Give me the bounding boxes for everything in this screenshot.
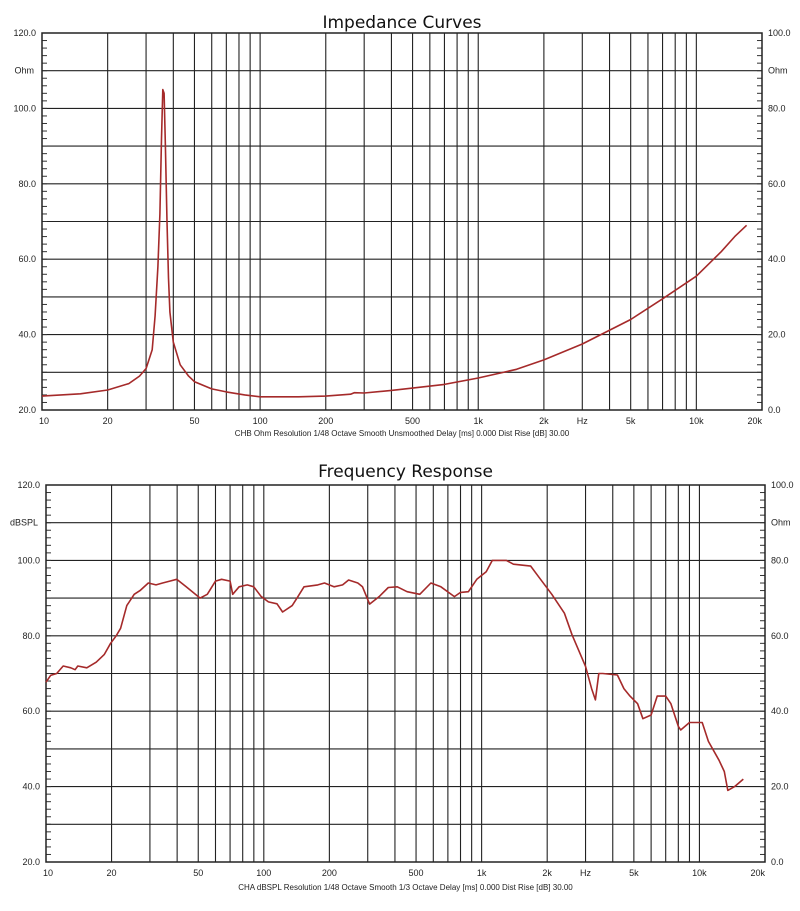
x-tick-label: 200	[322, 868, 337, 878]
chart-footer: CHB Ohm Resolution 1/48 Octave Smooth Un…	[235, 429, 570, 438]
y-tick-label-right: 0.0	[771, 857, 784, 867]
plot-frame	[45, 484, 766, 863]
y-tick-label-right: 80.0	[771, 555, 789, 565]
y-tick-label-left: 100.0	[13, 103, 36, 113]
x-tick-label: 2k	[542, 868, 552, 878]
x-tick-label: 20	[107, 868, 117, 878]
y-tick-label-left: 40.0	[22, 782, 40, 792]
x-tick-label: 20k	[750, 868, 765, 878]
x-tick-label: 100	[256, 868, 271, 878]
chart-0: Impedance Curves120.0100.080.060.040.020…	[13, 13, 790, 438]
y-tick-label-left: 40.0	[18, 330, 36, 340]
x-tick-label: 50	[193, 868, 203, 878]
y-tick-label-right: 20.0	[771, 782, 789, 792]
y-tick-label-left: 60.0	[22, 706, 40, 716]
x-tick-label: 10k	[689, 416, 704, 426]
x-tick-label: 100	[253, 416, 268, 426]
x-tick-label: 500	[409, 868, 424, 878]
x-tick-label: 10	[43, 868, 53, 878]
y-tick-label-left: 120.0	[17, 480, 40, 490]
y-tick-label-right: 40.0	[771, 706, 789, 716]
x-tick-label: 5k	[626, 416, 636, 426]
x-tick-label: 5k	[629, 868, 639, 878]
y-axis-unit-left: dBSPL	[10, 518, 38, 528]
x-tick-label: 20	[103, 416, 113, 426]
y-tick-label-left: 80.0	[22, 631, 40, 641]
y-tick-label-right: 20.0	[768, 330, 786, 340]
x-tick-label: 1k	[477, 868, 487, 878]
y-tick-label-right: 0.0	[768, 405, 781, 415]
chart-footer: CHA dBSPL Resolution 1/48 Octave Smooth …	[238, 883, 573, 892]
x-axis-unit: Hz	[580, 868, 591, 878]
y-axis-unit-right: Ohm	[771, 518, 791, 528]
y-tick-label-left: 100.0	[17, 555, 40, 565]
chart-1: Frequency Response120.0100.080.060.040.0…	[10, 462, 794, 892]
y-tick-label-right: 100.0	[768, 28, 791, 38]
x-tick-label: 200	[318, 416, 333, 426]
x-tick-label: 2k	[539, 416, 549, 426]
x-tick-label: 1k	[473, 416, 483, 426]
x-tick-label: 50	[189, 416, 199, 426]
series-line-impedance	[41, 88, 748, 398]
y-tick-label-right: 60.0	[771, 631, 789, 641]
x-tick-label: 10k	[692, 868, 707, 878]
chart-title: Frequency Response	[318, 462, 493, 482]
chart-title: Impedance Curves	[322, 13, 481, 33]
y-tick-label-right: 100.0	[771, 480, 794, 490]
y-tick-label-left: 120.0	[13, 28, 36, 38]
y-tick-label-left: 60.0	[18, 254, 36, 264]
y-axis-unit-left: Ohm	[14, 66, 34, 76]
x-tick-label: 20k	[747, 416, 762, 426]
y-tick-label-left: 20.0	[18, 405, 36, 415]
series-line-spl	[45, 559, 744, 792]
x-axis-unit: Hz	[577, 416, 588, 426]
y-tick-label-right: 60.0	[768, 179, 786, 189]
x-tick-label: 500	[405, 416, 420, 426]
plot-frame	[41, 32, 763, 411]
x-tick-label: 10	[39, 416, 49, 426]
y-tick-label-left: 20.0	[22, 857, 40, 867]
y-axis-unit-right: Ohm	[768, 66, 788, 76]
y-tick-label-left: 80.0	[18, 179, 36, 189]
y-tick-label-right: 40.0	[768, 254, 786, 264]
y-tick-label-right: 80.0	[768, 103, 786, 113]
